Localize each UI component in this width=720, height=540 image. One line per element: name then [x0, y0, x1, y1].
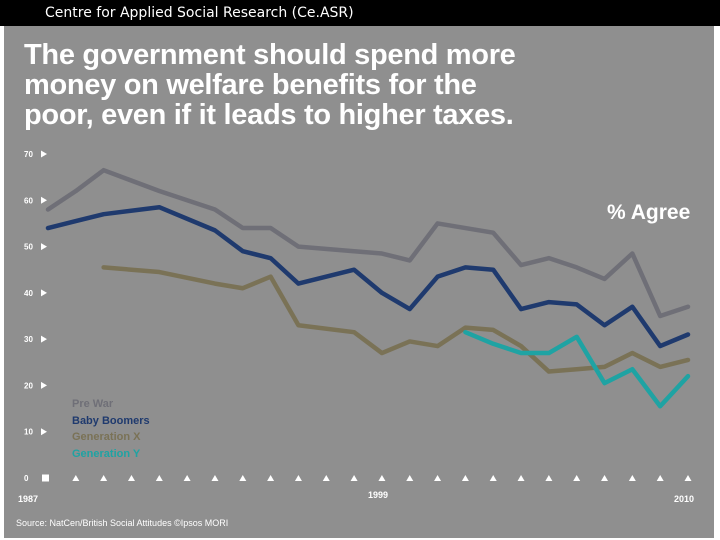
title-bar: Centre for Applied Social Research (Ce.A…: [0, 0, 720, 26]
series-line-baby-boomers: [45, 204, 691, 349]
x-tick-marker: [573, 475, 581, 481]
x-tick-marker: [100, 475, 108, 481]
y-tick-label: 0: [24, 474, 29, 483]
x-tick-marker: [378, 475, 386, 481]
x-tick-marker: [211, 475, 219, 481]
x-tick-label: 2010: [674, 494, 694, 504]
x-tick-marker: [545, 475, 553, 481]
legend-pre-war: Pre War: [72, 398, 114, 410]
series-line-pre-war: [45, 167, 691, 319]
x-tick-marker: [350, 475, 358, 481]
y-axis-label: % Agree: [607, 201, 691, 224]
y-tick-label: 50: [24, 243, 33, 252]
line-chart: 0 10 20 30 40 50 60 70 1987 1999 2010: [18, 150, 694, 504]
y-tick-marker: [41, 289, 47, 297]
y-tick-label: 30: [24, 335, 33, 344]
x-tick-marker: [684, 475, 692, 481]
y-tick-label: 40: [24, 289, 33, 298]
x-tick-marker: [155, 475, 163, 481]
y-tick-label: 60: [24, 196, 33, 205]
x-tick-marker: [127, 475, 135, 481]
legend: Pre War Baby Boomers Generation X Genera…: [72, 396, 150, 462]
chart-title-line-3: poor, even if it leads to higher taxes.: [24, 99, 514, 131]
legend-generation-y: Generation Y: [72, 447, 141, 460]
x-tick-marker: [461, 475, 469, 481]
x-tick-marker: [239, 475, 247, 481]
chart-title-line-2: money on welfare benefits for the: [24, 69, 477, 101]
x-tick-marker: [656, 475, 664, 481]
x-tick-marker: [294, 475, 302, 481]
x-tick-marker: [434, 475, 442, 481]
legend-baby-boomers: Baby Boomers: [72, 414, 150, 427]
x-tick-marker: [267, 475, 275, 481]
y-tick-marker: [41, 335, 47, 343]
legend-generation-x: Generation X: [72, 431, 141, 443]
series-line-generation-y: [463, 329, 691, 409]
y-tick-marker: [41, 428, 47, 436]
y-tick-label: 10: [24, 428, 33, 437]
y-tick-marker: [41, 381, 47, 389]
x-tick-marker: [517, 475, 525, 481]
x-tick-label: 1987: [18, 494, 38, 504]
y-tick-marker: [41, 243, 47, 251]
chart-title: The government should spend more money o…: [24, 40, 664, 130]
x-tick-marker: [406, 475, 414, 481]
window-title: Centre for Applied Social Research (Ce.A…: [45, 5, 354, 21]
series-line-generation-x: [101, 265, 691, 374]
x-tick-marker: [183, 475, 191, 481]
y-tick-marker: [41, 196, 47, 204]
source-note: Source: NatCen/British Social Attitudes …: [16, 518, 229, 528]
y-tick-label: 70: [24, 150, 33, 159]
x-tick-marker: [72, 475, 80, 481]
y-tick-label: 20: [24, 381, 33, 390]
x-tick-marker: [489, 475, 497, 481]
x-tick-marker: [601, 475, 609, 481]
x-tick-label: 1999: [368, 490, 388, 500]
chart-title-line-1: The government should spend more: [24, 39, 516, 71]
y-tick-marker: [42, 474, 49, 482]
chart-slide: The government should spend more money o…: [4, 26, 714, 538]
x-tick-marker: [322, 475, 330, 481]
y-tick-marker: [41, 150, 47, 158]
x-tick-marker: [628, 475, 636, 481]
